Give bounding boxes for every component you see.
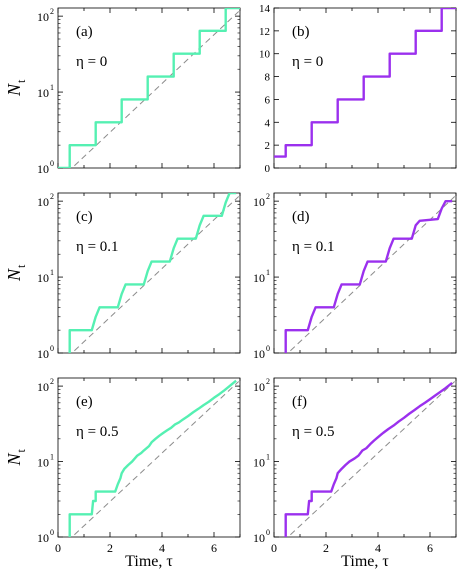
x-tick-label: 2 [107, 541, 113, 555]
y-axis-label-main: N [4, 268, 24, 282]
y-tick-exponent: 1 [50, 268, 54, 277]
y-tick-exponent: 1 [50, 83, 54, 92]
y-tick-label: 10 [37, 380, 49, 394]
y-tick-label: 10 [37, 456, 49, 470]
x-tick-label: 4 [159, 541, 165, 555]
y-axis-label: Nt [4, 449, 28, 467]
y-tick-label: 10 [253, 347, 265, 361]
x-tick-label: 0 [271, 541, 277, 555]
plot-frame [273, 192, 457, 354]
eta-label: η = 0.5 [292, 424, 335, 440]
data-series-line [284, 382, 453, 537]
y-tick-exponent: 2 [266, 377, 270, 386]
reference-dashed-line [71, 196, 240, 353]
data-series-line [58, 8, 240, 168]
y-tick-exponent: 0 [266, 344, 270, 353]
panel-f: 10 010 110 20 2 4 6(f)η = 0.5 [253, 377, 457, 555]
data-series-line [284, 199, 453, 353]
y-tick-label: 4 [265, 117, 271, 129]
y-tick-label: 8 [265, 72, 271, 84]
panel-label: (a) [76, 24, 93, 40]
y-tick-label: 10 [253, 380, 265, 394]
x-tick-label: 6 [211, 541, 217, 555]
y-axis-label-sub: t [14, 79, 28, 83]
plot-frame [57, 7, 241, 169]
y-tick-label: 10 [37, 86, 49, 100]
eta-label: η = 0.1 [76, 239, 119, 255]
x-tick-label: 4 [375, 541, 381, 555]
y-tick-label: 10 [37, 195, 49, 209]
eta-label: η = 0.1 [292, 239, 335, 255]
panel-label: (b) [292, 24, 310, 40]
data-series-line [68, 379, 237, 537]
y-axis-label-main: N [4, 83, 24, 97]
x-tick-label: 2 [323, 541, 329, 555]
y-tick-exponent: 0 [266, 528, 270, 537]
y-tick-exponent: 0 [50, 528, 54, 537]
y-tick-exponent: 2 [50, 7, 54, 16]
plot-frame [273, 7, 457, 169]
y-tick-exponent: 1 [266, 453, 270, 462]
y-tick-exponent: 0 [50, 344, 54, 353]
y-tick-label: 10 [253, 531, 265, 545]
y-tick-label: 10 [253, 195, 265, 209]
y-tick-label: 10 [37, 347, 49, 361]
panel-label: (c) [76, 209, 93, 225]
x-axis-title: Time, τ [125, 553, 173, 570]
data-series-line [274, 8, 456, 158]
y-tick-exponent: 0 [50, 159, 54, 168]
y-tick-exponent: 2 [266, 192, 270, 201]
x-tick-label: 6 [427, 541, 433, 555]
y-tick-label: 10 [253, 456, 265, 470]
reference-dashed-line [71, 11, 240, 168]
y-axis-label-sub: t [14, 449, 28, 453]
y-tick-label: 10 [37, 162, 49, 176]
y-tick-label: 0 [265, 163, 271, 175]
reference-dashed-line [71, 381, 240, 537]
reference-dashed-line [287, 381, 456, 537]
plot-frame [57, 192, 241, 354]
y-tick-exponent: 2 [50, 192, 54, 201]
panel-label: (e) [76, 394, 93, 410]
y-tick-label: 10 [37, 531, 49, 545]
panel-label: (f) [292, 394, 307, 410]
y-tick-label: 2 [265, 140, 271, 152]
y-tick-exponent: 1 [266, 268, 270, 277]
y-axis-label: Nt [4, 79, 28, 97]
plot-frame [57, 377, 241, 538]
y-tick-exponent: 1 [50, 453, 54, 462]
y-tick-label: 10 [37, 10, 49, 24]
y-tick-label: 12 [259, 26, 270, 38]
y-axis-label-sub: t [14, 264, 28, 268]
eta-label: η = 0 [292, 54, 323, 70]
y-tick-label: 10 [259, 49, 271, 61]
panel-b: 0 2 4 6 8 10 12 14 (b) η = 0 [259, 3, 457, 175]
x-tick-label: 0 [55, 541, 61, 555]
y-tick-exponent: 2 [50, 377, 54, 386]
y-tick-label: 10 [253, 271, 265, 285]
y-axis-label: Nt [4, 264, 28, 282]
y-tick-label: 14 [259, 3, 271, 15]
eta-label: η = 0 [76, 54, 107, 70]
panel-label: (d) [292, 209, 310, 225]
y-axis-label-main: N [4, 453, 24, 467]
data-series-line [68, 193, 237, 353]
panel-e: 10 010 110 20 2 4 6(e)η = 0.5 [37, 377, 241, 555]
x-axis-title: Time, τ [341, 553, 389, 570]
eta-label: η = 0.5 [76, 424, 119, 440]
y-tick-label: 6 [265, 94, 271, 106]
plot-frame [273, 377, 457, 538]
y-tick-label: 10 [37, 271, 49, 285]
